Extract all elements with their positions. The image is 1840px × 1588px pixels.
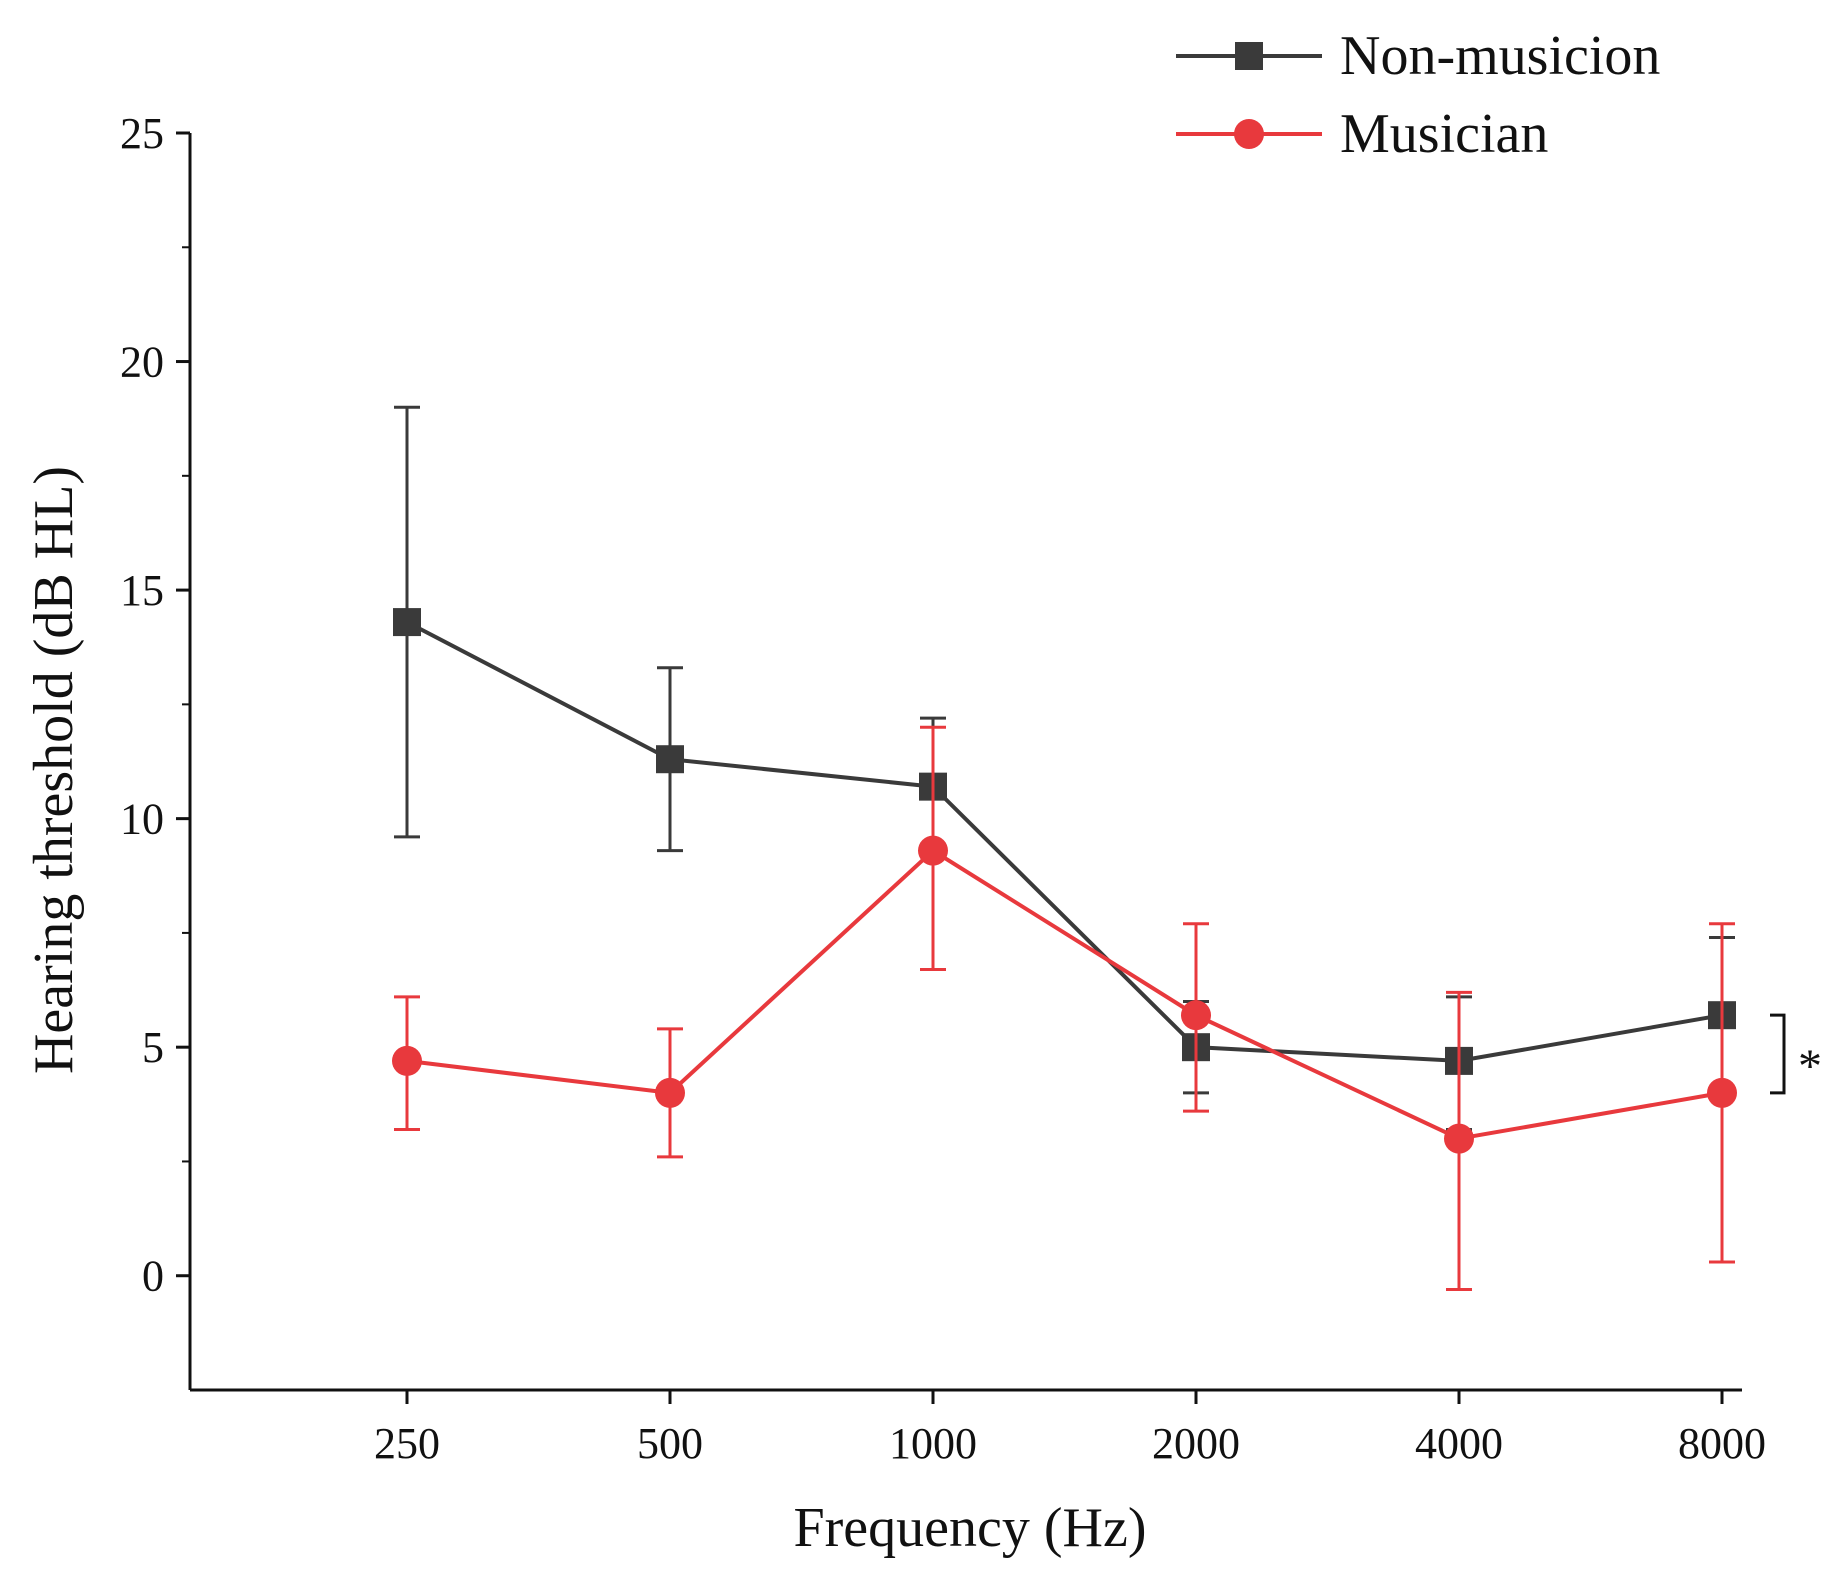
data-point-circle xyxy=(1444,1123,1474,1154)
series-musician xyxy=(392,725,1737,1291)
series-line xyxy=(406,848,1723,1141)
x-tick-label: 2000 xyxy=(1152,1419,1240,1468)
y-tick-label: 20 xyxy=(120,338,164,387)
significance-star: * xyxy=(1798,1040,1822,1093)
data-point-square xyxy=(656,745,684,774)
legend-marker-square-icon xyxy=(1235,42,1263,70)
x-tick-label: 500 xyxy=(637,1419,703,1468)
y-axis-title: Hearing threshold (dB HL) xyxy=(23,466,85,1074)
significance-bracket xyxy=(1770,1013,1786,1095)
series-non-musicion xyxy=(393,405,1736,1131)
series-line xyxy=(406,620,1723,1063)
x-tick-label: 8000 xyxy=(1678,1419,1766,1468)
data-point-circle xyxy=(918,835,948,866)
x-tick-label: 1000 xyxy=(889,1419,977,1468)
x-axis-title: Frequency (Hz) xyxy=(794,1497,1147,1559)
y-tick-label: 5 xyxy=(142,1023,164,1072)
x-tick-label: 250 xyxy=(374,1419,440,1468)
data-point-square xyxy=(393,608,421,637)
legend-label-non-musician: Non-musicion xyxy=(1340,25,1660,87)
legend-marker-circle-icon xyxy=(1234,119,1264,149)
data-point-circle xyxy=(655,1077,685,1108)
y-tick-label: 10 xyxy=(120,795,164,844)
y-tick-label: 0 xyxy=(142,1252,164,1301)
axes xyxy=(188,133,1742,1392)
y-ticks: 0 5 10 15 20 25 xyxy=(120,109,190,1301)
series-layer xyxy=(392,405,1737,1291)
x-tick-label: 4000 xyxy=(1415,1419,1503,1468)
legend-label-musician: Musician xyxy=(1340,103,1548,165)
legend: Non-musicion Musician xyxy=(1176,25,1660,165)
y-tick-label: 15 xyxy=(120,566,164,615)
data-point-circle xyxy=(392,1045,422,1076)
x-ticks: 250 500 1000 2000 4000 8000 xyxy=(374,1390,1766,1468)
legend-item-musician: Musician xyxy=(1176,103,1548,165)
significance-annotation: * xyxy=(1770,1013,1822,1095)
legend-item-non-musician: Non-musicion xyxy=(1176,25,1660,87)
data-point-circle xyxy=(1707,1077,1737,1108)
y-tick-label: 25 xyxy=(120,109,164,158)
data-point-circle xyxy=(1181,1000,1211,1031)
